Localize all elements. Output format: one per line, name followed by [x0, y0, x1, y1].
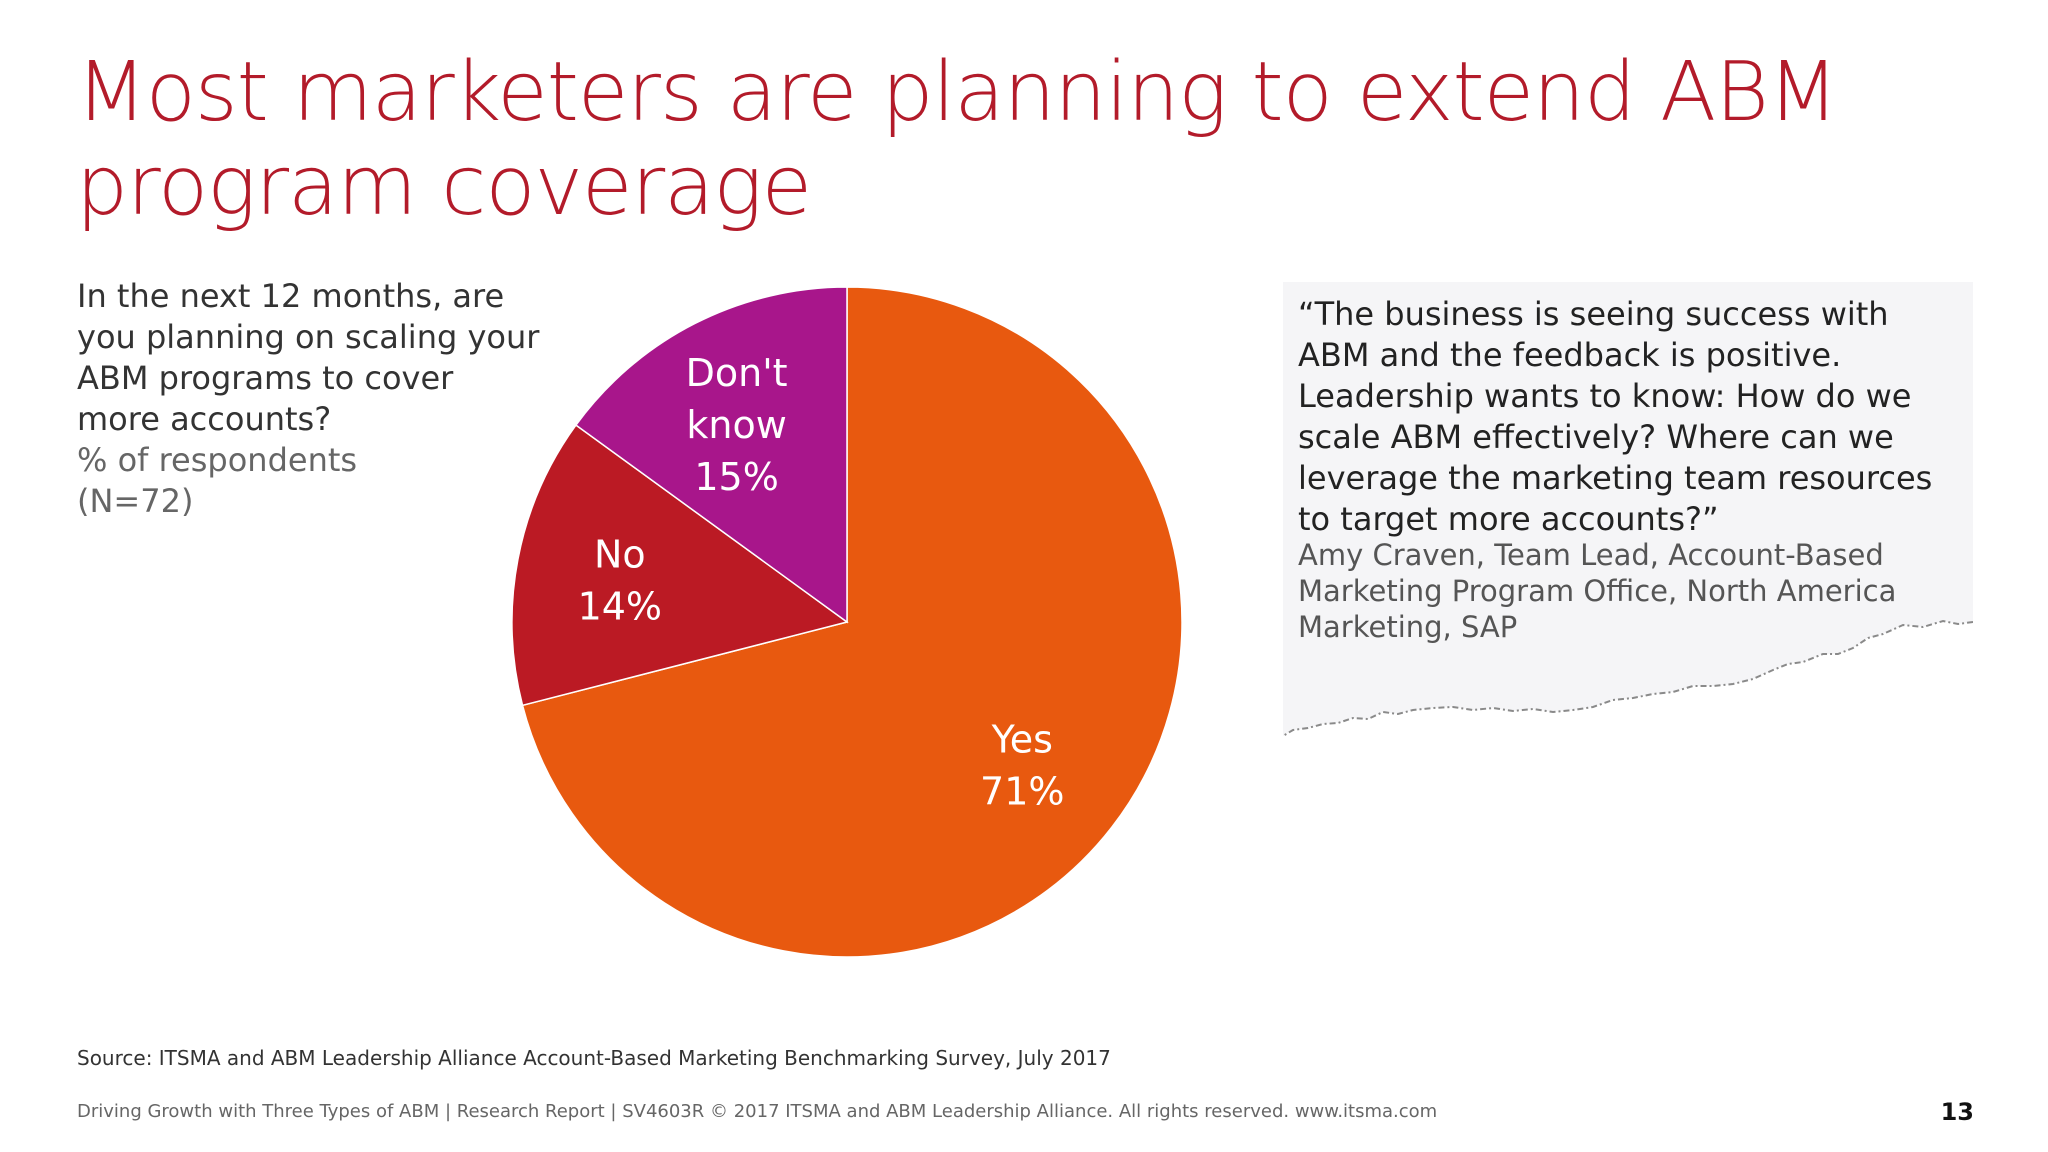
quote-card: “The business is seeing success with ABM…: [1283, 282, 1973, 752]
pie-value-label-yes: 71%: [980, 770, 1064, 814]
chart-question: In the next 12 months, are you planning …: [77, 276, 547, 522]
quote-card-background: [1283, 282, 1973, 737]
pie-category-label-no: No: [594, 533, 646, 577]
pie-slice-no: [511, 424, 849, 707]
question-line: In the next 12 months, are: [77, 277, 505, 315]
page-number: 13: [1940, 1098, 1974, 1126]
pie-chart-svg: Yes 71% No 14% Don't know 15%: [511, 286, 1183, 958]
question-line: you planning on scaling your: [77, 318, 540, 356]
pie-category-label-don-t-know: Don't: [686, 351, 788, 395]
pie-category-label-don-t-know: know: [686, 403, 786, 447]
question-line: more accounts?: [77, 400, 332, 438]
quote-text: “The business is seeing success with ABM…: [1298, 295, 1933, 538]
quote-attribution: Amy Craven, Team Lead, Account-Based Mar…: [1298, 538, 1897, 644]
page-title: Most marketers are planning to extend AB…: [76, 45, 1839, 234]
source-note: Source: ITSMA and ABM Leadership Allianc…: [77, 1046, 1111, 1070]
pie-category-label-yes: Yes: [991, 718, 1053, 762]
pie-value-label-don-t-know: 15%: [694, 455, 778, 499]
pie-chart: Yes 71% No 14% Don't know 15%: [505, 280, 1205, 984]
respondents-label: % of respondents: [77, 441, 358, 479]
question-line: ABM programs to cover: [77, 359, 454, 397]
pie-slice-yes: [521, 286, 1183, 958]
sample-size-label: (N=72): [77, 482, 194, 520]
footer-text: Driving Growth with Three Types of ABM |…: [77, 1101, 1438, 1122]
pie-value-label-no: 14%: [578, 585, 662, 629]
pie-slice-don-t-know: [574, 286, 848, 624]
